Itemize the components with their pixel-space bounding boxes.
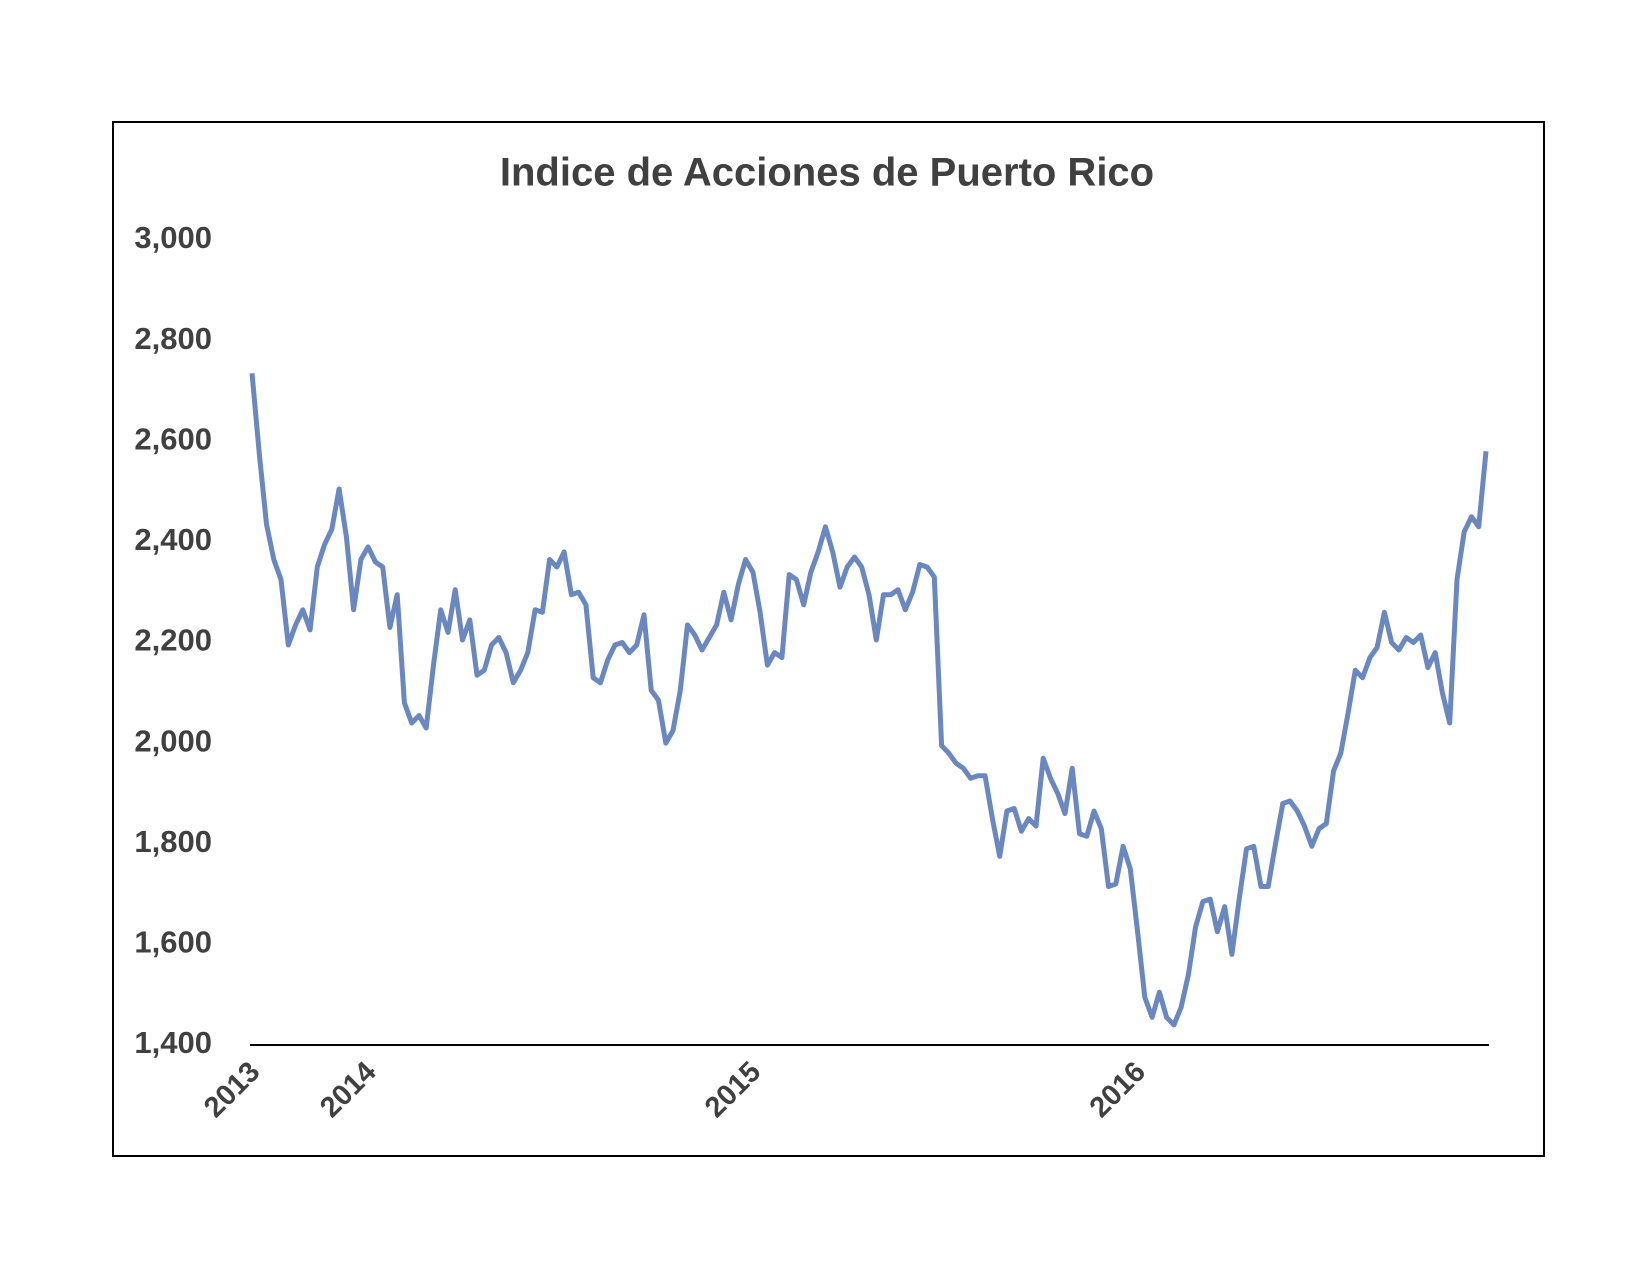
y-tick-label: 2,200 [134, 623, 212, 658]
y-tick-label: 2,000 [134, 723, 212, 758]
y-tick-label: 1,400 [134, 1025, 212, 1060]
x-tick-label: 2015 [699, 1056, 767, 1124]
line [249, 373, 1489, 1028]
y-tick-label: 1,600 [134, 925, 212, 960]
x-tick-label: 2014 [314, 1056, 382, 1124]
chart-frame [112, 121, 1545, 1157]
y-tick-label: 2,600 [134, 421, 212, 456]
y-tick-label: 2,400 [134, 522, 212, 557]
y-tick-label: 1,800 [134, 824, 212, 859]
x-tick-label: 2016 [1084, 1056, 1152, 1124]
chart-title: Indice de Acciones de Puerto Rico [500, 151, 1154, 195]
x-tick-label: 2013 [198, 1056, 266, 1124]
y-tick-label: 2,800 [134, 321, 212, 356]
y-tick-label: 3,000 [134, 220, 212, 255]
